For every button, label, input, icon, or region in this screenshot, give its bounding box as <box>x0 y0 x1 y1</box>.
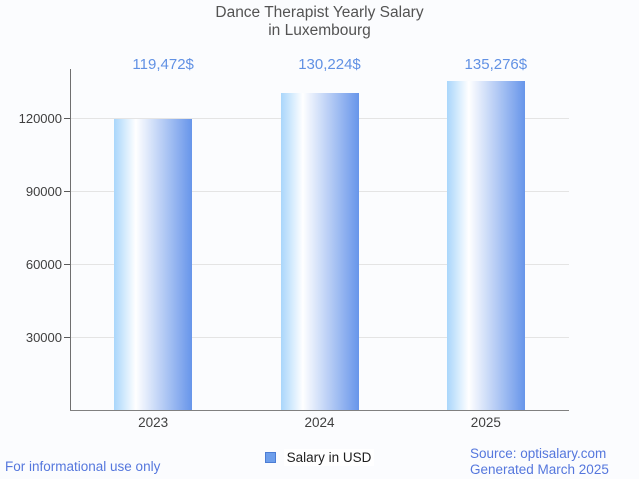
y-tick-mark <box>64 191 70 192</box>
footer-generated: Generated March 2025 <box>470 462 609 477</box>
bar-annotation: 135,276$ <box>464 56 528 73</box>
footer-disclaimer: For informational use only <box>5 459 161 474</box>
x-axis-label: 2024 <box>304 415 335 430</box>
salary-bar[interactable] <box>281 93 359 410</box>
footer-source-link[interactable]: Source: optisalary.com <box>470 446 607 461</box>
bar-annotation: 119,472$ <box>132 56 194 73</box>
footer-source-block: Source: optisalary.com Generated March 2… <box>470 446 609 478</box>
x-axis-line <box>70 410 569 411</box>
legend-swatch-icon <box>264 452 276 463</box>
y-axis-label: 30000 <box>25 330 62 345</box>
y-axis-label: 90000 <box>25 184 62 199</box>
y-tick-mark <box>64 337 70 338</box>
bar-annotation: 130,224$ <box>298 56 361 73</box>
salary-bar[interactable] <box>114 119 192 410</box>
x-axis-label: 2025 <box>470 415 501 430</box>
y-axis-line <box>70 69 71 410</box>
chart-title-line1: Dance Therapist Yearly Salary <box>215 4 424 21</box>
y-axis-label: 120000 <box>18 111 62 126</box>
y-tick-mark <box>64 118 70 119</box>
salary-bar[interactable] <box>447 81 525 410</box>
chart-title: Dance Therapist Yearly Salary in Luxembo… <box>0 4 639 40</box>
x-axis-label: 2023 <box>138 415 169 430</box>
legend-label: Salary in USD <box>283 449 375 466</box>
chart-title-line2: in Luxembourg <box>268 22 371 39</box>
y-tick-mark <box>64 264 70 265</box>
legend: Salary in USD <box>0 449 639 466</box>
y-axis-label: 60000 <box>25 257 62 272</box>
